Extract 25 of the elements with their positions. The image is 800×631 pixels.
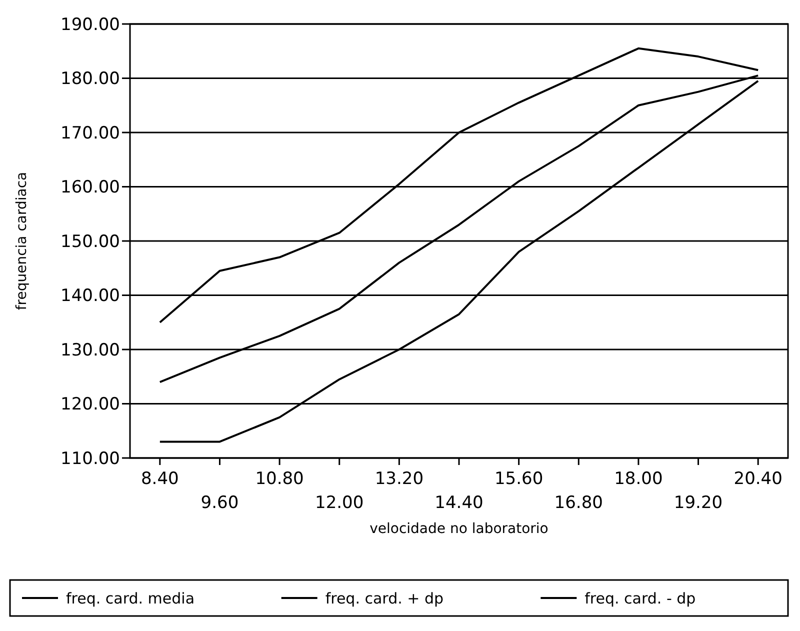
x-tick-label: 9.60	[200, 493, 239, 513]
y-axis-title: frequencia cardiaca	[14, 172, 30, 310]
x-tick-label: 18.00	[614, 469, 663, 489]
x-axis-title: velocidade no laboratorio	[370, 521, 548, 537]
x-tick-label: 12.00	[315, 493, 364, 513]
x-tick-label: 19.20	[674, 493, 723, 513]
x-tick-label: 10.80	[255, 469, 304, 489]
y-tick-label: 110.00	[60, 448, 120, 469]
x-tick-label: 13.20	[374, 469, 424, 489]
y-tick-label: 160.00	[60, 178, 120, 198]
y-tick-label: 150.00	[60, 232, 120, 252]
y-tick-label: 130.00	[60, 340, 120, 360]
x-tick-label: 15.60	[494, 469, 544, 489]
x-tick-label: 8.40	[140, 469, 179, 489]
y-tick-label: 140.00	[60, 286, 120, 306]
x-tick-label: 14.40	[434, 493, 484, 513]
legend-label: freq. card. media	[66, 589, 195, 608]
legend-label: freq. card. - dp	[584, 589, 696, 608]
y-tick-label: 170.00	[60, 123, 120, 144]
x-tick-label: 20.40	[734, 469, 782, 489]
x-tick-label: 16.80	[554, 493, 603, 513]
y-tick-label: 180.00	[60, 69, 120, 90]
legend-label: freq. card. + dp	[325, 589, 444, 608]
y-tick-label: 190.00	[60, 14, 120, 35]
y-tick-label: 120.00	[60, 394, 120, 415]
